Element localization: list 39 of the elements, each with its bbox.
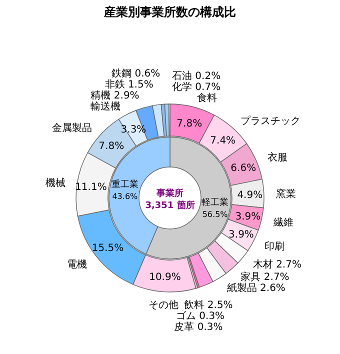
slice-label: ゴム 0.3% [176, 310, 225, 322]
slice-label: 飲料 2.5% [184, 299, 233, 311]
data-label: 7.8% [98, 140, 124, 152]
data-label: 7.8% [176, 118, 202, 130]
slice-label: 精機 2.9% [90, 89, 140, 102]
slice-label: その他 [148, 299, 179, 311]
slice-label: 重工業 [111, 178, 138, 190]
data-label: 11.1% [75, 182, 107, 193]
slice-label: 衣服 [267, 152, 288, 164]
data-label: 3.9% [235, 212, 261, 223]
data-label: 7.4% [210, 135, 236, 146]
data-label: 43.6% [112, 192, 138, 201]
slice-label: 窯業 [276, 188, 296, 200]
slice-label: 印刷 [264, 240, 285, 252]
chart-title: 産業別事業所数の構成比 [103, 5, 236, 19]
slice-label: 皮革 0.3% [174, 321, 223, 333]
data-label: 6.6% [230, 162, 256, 174]
slice-label: 食料 [197, 92, 218, 104]
data-label: 15.5% [92, 243, 124, 254]
slice-label: 輸送機 [90, 100, 121, 112]
slice-label: 紙製品 2.6% [226, 282, 286, 294]
data-label: 4.9% [237, 190, 263, 202]
slice-label: 電機 [67, 258, 88, 270]
slice-label: 機械 [45, 176, 66, 189]
data-label: 10.9% [149, 272, 181, 283]
slice-label: 金属製品 [52, 122, 92, 134]
slice-label: 石油 0.2% [172, 70, 221, 82]
slice-label: 家具 2.7% [240, 271, 290, 284]
data-label: 56.5% [202, 210, 228, 220]
slice-label: 化学 0.7% [172, 81, 221, 94]
data-label: 3.9% [228, 229, 254, 240]
text: 事業所 [156, 188, 184, 199]
slice-label: 軽工業 [202, 197, 229, 208]
slice-label: 鉄鋼 0.6% [112, 67, 160, 80]
slice-label: 木材 2.7% [252, 258, 302, 270]
slice-label: プラスチック [240, 114, 301, 127]
slice-label: 繊維 [272, 216, 294, 228]
slice-label: 非鉄 1.5% [104, 78, 154, 90]
text: 3,351 箇所 [145, 200, 195, 211]
